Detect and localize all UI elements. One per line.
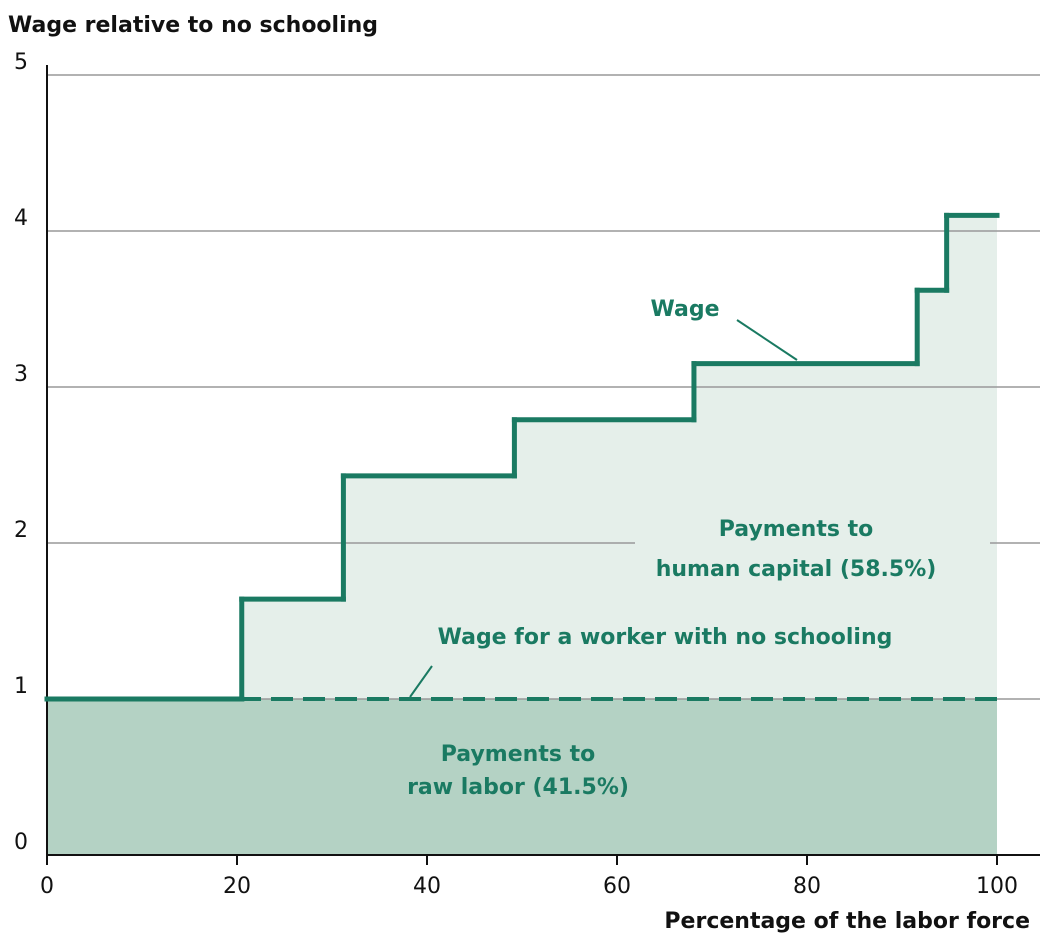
x-tick-label: 100 xyxy=(976,874,1018,899)
x-axis-label: Percentage of the labor force xyxy=(664,909,1030,934)
label-backing xyxy=(635,535,990,553)
y-tick-label: 4 xyxy=(14,206,28,231)
y-tick-label: 3 xyxy=(14,362,28,387)
x-tick-label: 20 xyxy=(223,874,251,899)
x-tick-label: 0 xyxy=(40,874,54,899)
x-tick-label: 60 xyxy=(603,874,631,899)
human-capital-area xyxy=(47,215,997,699)
y-tick-label: 1 xyxy=(14,674,28,699)
leader xyxy=(736,319,798,361)
wage-label: Wage xyxy=(651,297,720,322)
x-tick-label: 40 xyxy=(413,874,441,899)
area-label: Payments to xyxy=(719,517,873,542)
y-axis-label: Wage relative to no schooling xyxy=(8,13,378,38)
y-tick-label: 2 xyxy=(14,518,28,543)
area-label: raw labor (41.5%) xyxy=(407,775,629,800)
leader xyxy=(409,665,433,698)
y-tick-label: 5 xyxy=(14,50,28,75)
reference-label: Wage for a worker with no schooling xyxy=(438,625,893,650)
x-tick-label: 80 xyxy=(793,874,821,899)
area-label: Payments to xyxy=(441,742,595,767)
area-label: human capital (58.5%) xyxy=(656,557,937,582)
y-tick-label: 0 xyxy=(14,830,28,855)
raw-labor-area xyxy=(47,699,997,855)
